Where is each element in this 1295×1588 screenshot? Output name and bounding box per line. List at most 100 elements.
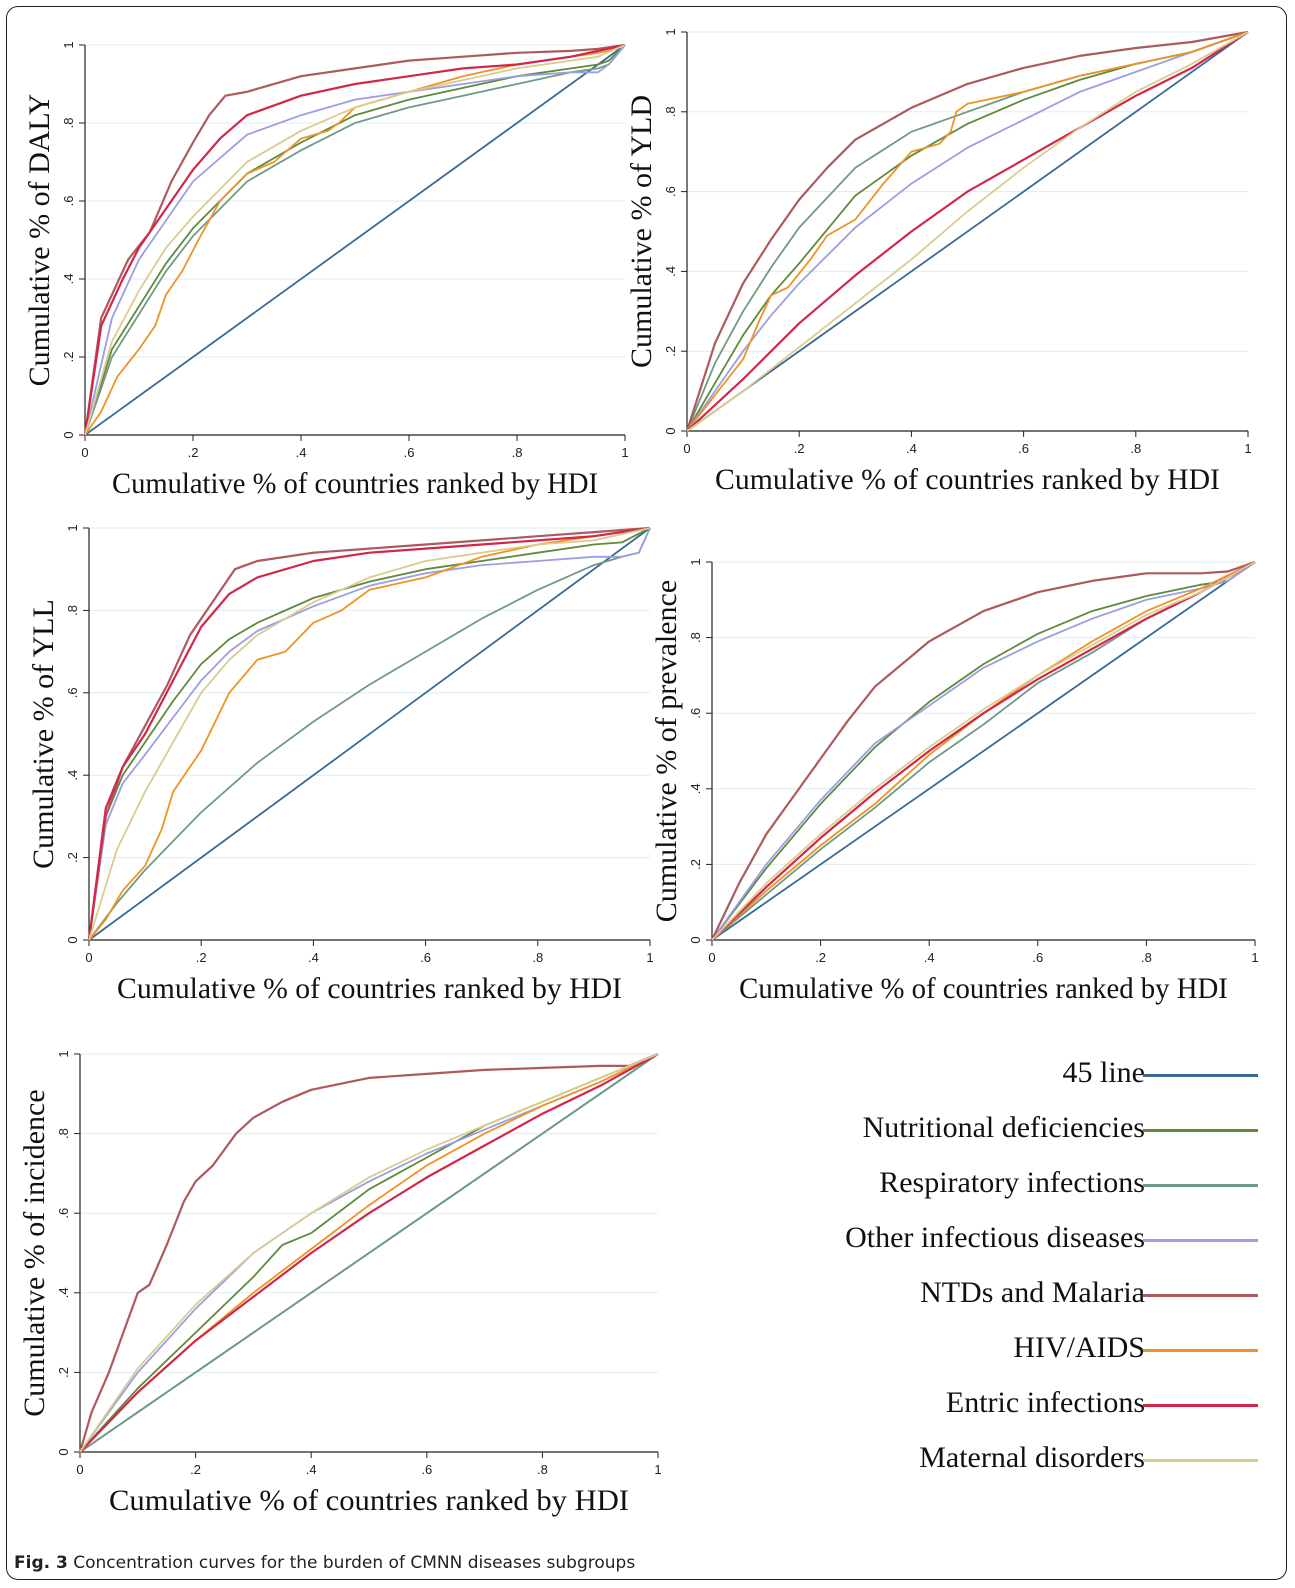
legend-label-nutritional-deficiencies: Nutritional deficiencies <box>862 1111 1145 1144</box>
y-axis-label: Cumulative % of incidence <box>18 1089 51 1416</box>
x-tick-label: .6 <box>420 950 431 965</box>
chart-daly: 0 .2 .4 .6 .8 1 0 .2 .4 .6 .8 1 Cumulative % of coun… <box>23 41 629 500</box>
series-line-entric-infections <box>711 561 1256 941</box>
series-line-entric-infections <box>686 31 1249 432</box>
legend-swatch-other-infectious-diseases <box>1143 1239 1258 1242</box>
y-tick-label: 0 <box>663 427 678 434</box>
x-tick-label: 0 <box>76 1462 83 1477</box>
series-line-45-line <box>88 527 651 941</box>
y-tick-label: .8 <box>688 632 703 643</box>
x-tick-label: .8 <box>1130 441 1141 456</box>
x-tick-label: .2 <box>794 441 805 456</box>
y-tick-label: .2 <box>56 1367 71 1378</box>
x-axis-label: Cumulative % of countries ranked by HDI <box>739 972 1228 1005</box>
y-tick-label: .6 <box>61 196 76 207</box>
y-tick-label: 1 <box>61 41 76 48</box>
figure-frame <box>6 6 1287 1580</box>
legend-swatch-hiv-aids <box>1143 1349 1258 1352</box>
y-axis-label: Cumulative % of YLD <box>625 95 658 368</box>
y-tick-label: .8 <box>56 1128 71 1139</box>
chart-yll: 0 .2 .4 .6 .8 1 0 .2 .4 .6 .8 1 Cumulative % of coun… <box>27 524 654 1005</box>
y-tick-label: .8 <box>65 605 80 616</box>
x-axis-label: Cumulative % of countries ranked by HDI <box>109 1484 629 1517</box>
chart-incidence: 0 .2 .4 .6 .8 1 0 .2 .4 .6 .8 1 Cumulative % of coun… <box>18 1050 662 1517</box>
y-tick-label: .4 <box>61 274 76 285</box>
y-tick-label: 0 <box>688 936 703 943</box>
chart-yld: 0 .2 .4 .6 .8 1 0 .2 .4 .6 .8 1 Cumulative % of coun… <box>625 28 1252 496</box>
x-tick-label: 1 <box>1251 950 1258 965</box>
legend-label-hiv-aids: HIV/AIDS <box>1013 1331 1145 1364</box>
x-tick-label: 1 <box>646 950 653 965</box>
y-tick-label: .4 <box>663 266 678 277</box>
caption-text: Concentration curves for the burden of C… <box>73 1553 636 1573</box>
x-tick-label: .8 <box>532 950 543 965</box>
y-tick-label: .6 <box>663 186 678 197</box>
x-tick-label: .6 <box>421 1462 432 1477</box>
legend-label-other-infectious-diseases: Other infectious diseases <box>845 1221 1145 1254</box>
caption-label: Fig. 3 <box>14 1553 68 1573</box>
x-tick-label: .4 <box>906 441 917 456</box>
legend-swatch-entric-infections <box>1143 1404 1258 1407</box>
y-tick-label: .6 <box>56 1208 71 1219</box>
y-axis-label: Cumulative % of DALY <box>23 94 56 387</box>
series-line-respiratory-infections <box>79 1053 659 1453</box>
series-line-hiv-aids <box>88 527 651 941</box>
series-line-ntds-and-malaria <box>87 526 651 941</box>
series-line-ntds-and-malaria <box>685 30 1249 432</box>
x-tick-label: 0 <box>683 441 690 456</box>
series-line-ntds-and-malaria <box>711 560 1256 941</box>
x-tick-label: .2 <box>190 1462 201 1477</box>
legend-swatch-respiratory-infections <box>1143 1184 1258 1187</box>
x-tick-label: .8 <box>512 445 523 460</box>
y-tick-label: 0 <box>65 936 80 943</box>
series-line-nutritional-deficiencies <box>711 561 1256 941</box>
x-tick-label: .2 <box>196 950 207 965</box>
x-tick-label: 1 <box>1244 441 1251 456</box>
y-tick-label: .2 <box>663 346 678 357</box>
x-tick-label: .2 <box>188 445 199 460</box>
y-tick-label: .2 <box>688 859 703 870</box>
x-tick-label: .4 <box>296 445 307 460</box>
series-line-45-line <box>711 561 1256 941</box>
series-line-respiratory-infections <box>88 527 651 941</box>
y-tick-label: .6 <box>65 687 80 698</box>
y-tick-label: 1 <box>65 524 80 531</box>
x-tick-label: .8 <box>537 1462 548 1477</box>
series-line-maternal-disorders <box>79 1053 659 1453</box>
legend-label-respiratory-infections: Respiratory infections <box>879 1166 1145 1199</box>
x-tick-label: .6 <box>1018 441 1029 456</box>
legend-swatch-ntds-and-malaria <box>1143 1294 1258 1297</box>
legend-swatch-nutritional-deficiencies <box>1143 1129 1258 1132</box>
y-axis-label: Cumulative % of YLL <box>27 599 60 869</box>
x-axis-label: Cumulative % of countries ranked by HDI <box>715 463 1220 496</box>
legend-swatch-45-line <box>1143 1074 1258 1077</box>
series-line-other-infectious-diseases <box>88 527 651 941</box>
series-line-entric-infections <box>79 1053 659 1453</box>
x-tick-label: .6 <box>1032 950 1043 965</box>
chart-prevalence: 0 .2 .4 .6 .8 1 0 .2 .4 .6 .8 1 Cumulative % of coun… <box>650 558 1259 1005</box>
y-tick-label: 1 <box>663 28 678 35</box>
series-line-ntds-and-malaria <box>78 1052 659 1453</box>
series-line-other-infectious-diseases <box>84 44 626 436</box>
series-line-maternal-disorders <box>686 31 1249 432</box>
y-tick-label: 0 <box>61 431 76 438</box>
y-tick-label: .8 <box>61 118 76 129</box>
x-tick-label: .4 <box>924 950 935 965</box>
y-tick-label: .8 <box>663 106 678 117</box>
series-line-maternal-disorders <box>711 561 1256 941</box>
x-tick-label: 0 <box>85 950 92 965</box>
x-axis-label: Cumulative % of countries ranked by HDI <box>117 972 622 1005</box>
figure-caption: Fig. 3 Concentration curves for the burd… <box>14 1553 635 1573</box>
legend-label-ntds-and-malaria: NTDs and Malaria <box>920 1276 1145 1309</box>
y-tick-label: 1 <box>688 558 703 565</box>
x-tick-label: 0 <box>708 950 715 965</box>
series-line-respiratory-infections <box>84 44 626 436</box>
y-tick-label: .4 <box>688 783 703 794</box>
y-tick-label: 1 <box>56 1050 71 1057</box>
x-tick-label: 0 <box>81 445 88 460</box>
series-line-maternal-disorders <box>88 527 651 941</box>
y-axis-label: Cumulative % of prevalence <box>650 580 683 922</box>
series-line-45-line <box>686 31 1249 432</box>
series-line-nutritional-deficiencies <box>84 44 626 436</box>
x-tick-label: .6 <box>404 445 415 460</box>
